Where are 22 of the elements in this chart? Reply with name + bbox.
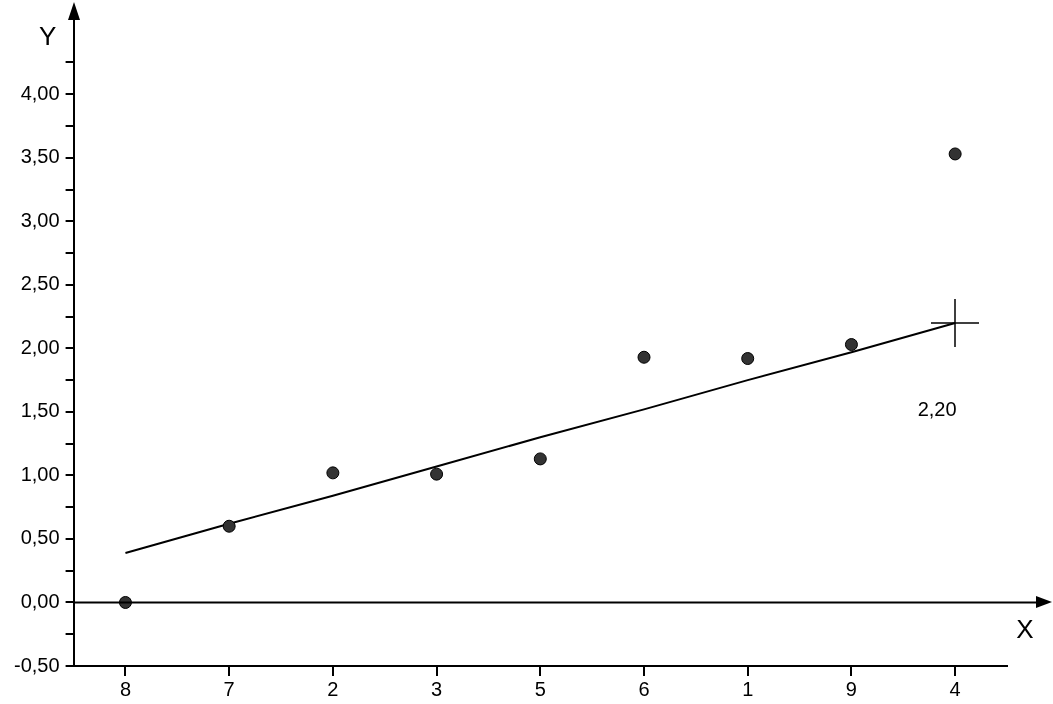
x-tick-label: 1 <box>742 677 754 700</box>
y-tick-label: 4,00 <box>20 81 60 104</box>
x-axis-title: X <box>1016 613 1034 644</box>
y-tick-label: 0,50 <box>20 526 60 549</box>
y-tick-label: 0,00 <box>20 589 60 612</box>
annotation: 2,20 <box>917 398 957 421</box>
y-tick-label: 1,00 <box>20 462 60 485</box>
y-tick-label: 3,00 <box>20 208 60 231</box>
x-tick-label: 9 <box>845 677 857 700</box>
x-tick-label: 8 <box>119 677 131 700</box>
y-tick-label: 1,50 <box>20 399 60 422</box>
x-tick-label: 5 <box>534 677 546 700</box>
x-tick-label: 6 <box>638 677 650 700</box>
y-axis-title: Y <box>38 21 57 52</box>
y-tick-label: 2,50 <box>20 272 60 295</box>
x-tick-label: 7 <box>223 677 235 700</box>
x-tick-label: 3 <box>431 677 443 700</box>
x-tick-label: 2 <box>327 677 339 700</box>
y-tick-label: -0,50 <box>13 653 60 676</box>
x-tick-label: 4 <box>949 677 961 700</box>
y-tick-label: 3,50 <box>20 145 60 168</box>
y-tick-label: 2,00 <box>20 335 60 358</box>
